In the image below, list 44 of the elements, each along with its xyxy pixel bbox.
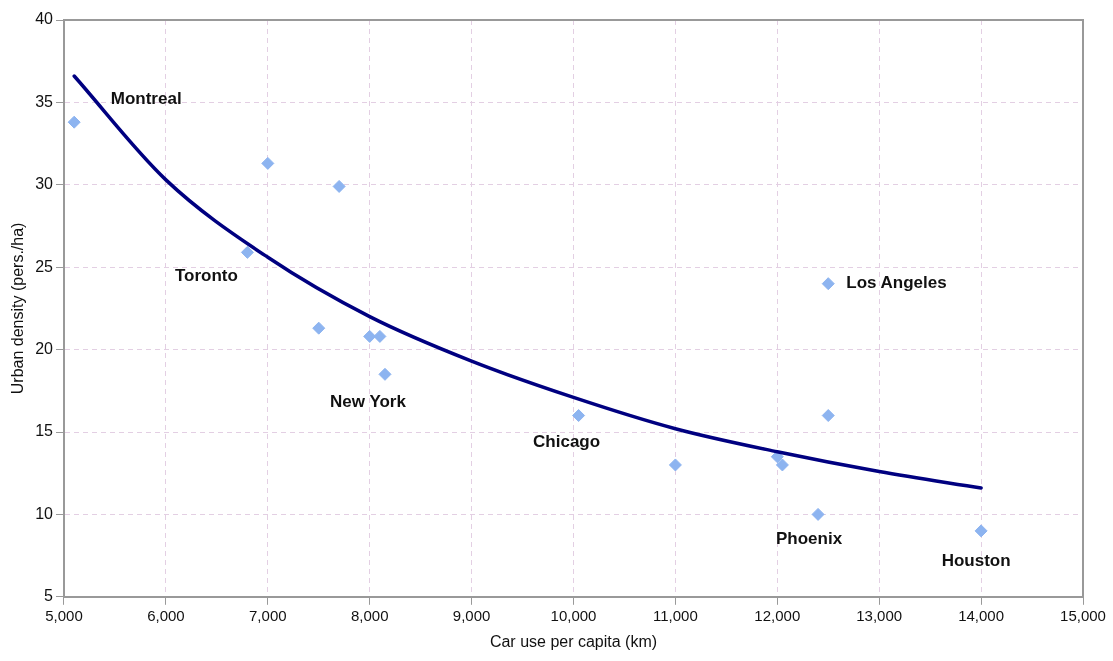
point xyxy=(775,458,789,472)
x-tick-label: 6,000 xyxy=(147,606,185,624)
point xyxy=(261,156,275,170)
point xyxy=(821,277,835,291)
y-tick-label: 10 xyxy=(35,504,54,522)
point xyxy=(668,458,682,472)
y-axis-title: Urban density (pers./ha) xyxy=(9,222,27,395)
x-tick-label: 7,000 xyxy=(249,606,287,624)
y-tick-label: 5 xyxy=(44,587,54,605)
y-tick-label: 25 xyxy=(35,257,54,275)
line-series xyxy=(72,74,983,490)
x-tick-label: 5,000 xyxy=(45,606,83,624)
point xyxy=(378,367,392,381)
x-axis-title: Car use per capita (km) xyxy=(489,632,658,650)
point xyxy=(821,409,835,423)
annotation: Los Angeles xyxy=(846,273,947,293)
x-tick-label: 15,000 xyxy=(1060,606,1106,624)
point xyxy=(332,179,346,193)
annotation: New York xyxy=(330,392,407,412)
y-tick-label: 40 xyxy=(35,10,54,28)
point xyxy=(240,245,254,259)
point xyxy=(312,321,326,335)
point xyxy=(363,329,377,343)
x-tick-label: 12,000 xyxy=(754,606,801,624)
point xyxy=(67,115,81,129)
point xyxy=(811,507,825,521)
x-tick-label: 11,000 xyxy=(653,606,698,624)
y-tick-label: 30 xyxy=(35,175,54,193)
point xyxy=(974,524,988,538)
x-tick-label: 8,000 xyxy=(350,606,389,624)
x-tick-label: 10,000 xyxy=(550,606,597,624)
x-tick-label: 9,000 xyxy=(452,606,491,624)
annotation: Toronto xyxy=(174,266,238,286)
y-tick-label: 35 xyxy=(35,92,54,110)
y-tick-label: 15 xyxy=(35,422,54,440)
annotation: Montreal xyxy=(110,88,182,108)
annotation: Houston xyxy=(941,550,1011,570)
x-tick-label: 14,000 xyxy=(958,606,1005,624)
x-tick-label: 13,000 xyxy=(856,606,903,624)
y-tick-label: 20 xyxy=(35,340,54,358)
point xyxy=(373,329,387,343)
point xyxy=(572,409,586,423)
annotation: Phoenix xyxy=(776,529,843,549)
annotation: Chicago xyxy=(533,432,601,452)
